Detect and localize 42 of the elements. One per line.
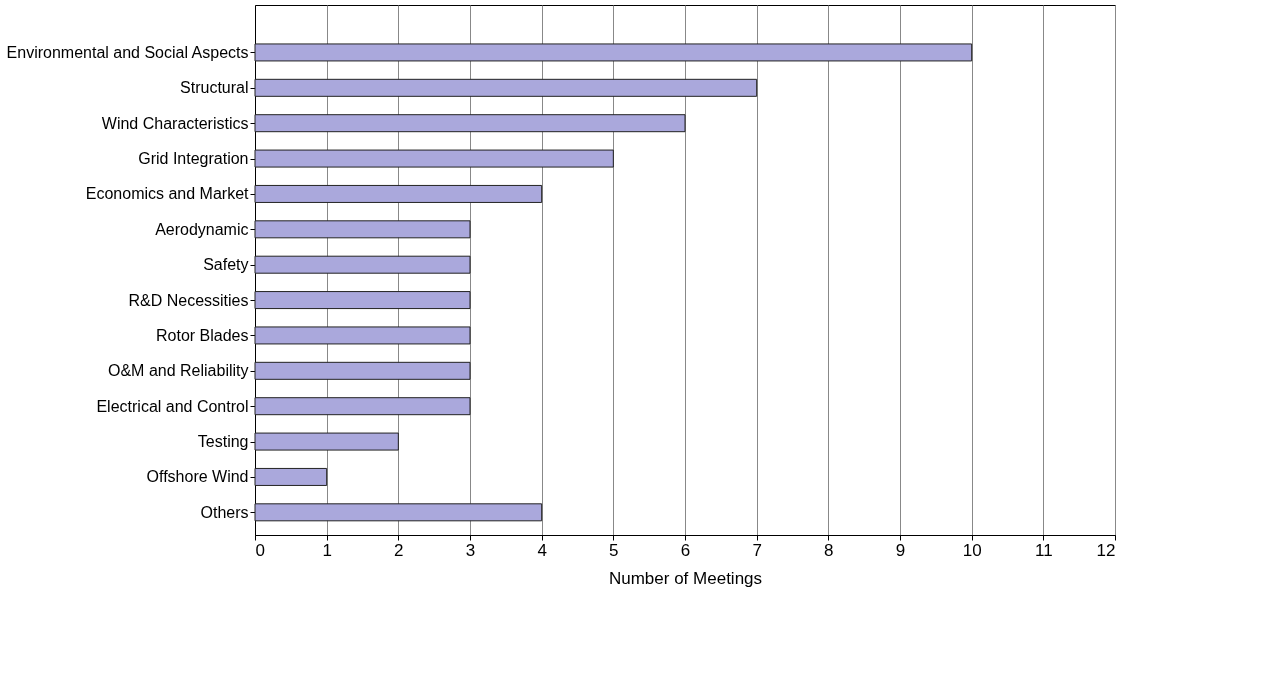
y-tick-label: Environmental and Social Aspects	[6, 43, 249, 61]
y-tick-label: O&M and Reliability	[108, 362, 249, 380]
y-tick-label: Testing	[197, 433, 249, 451]
y-tick-label: Wind Characteristics	[101, 114, 249, 132]
y-tick-label: Rotor Blades	[156, 326, 249, 344]
bar	[254, 43, 973, 62]
x-tick-label: 10	[962, 540, 982, 560]
x-axis-title: Number of Meetings	[608, 568, 763, 588]
y-tick-label: Economics and Market	[85, 185, 250, 203]
y-tick-label: Offshore Wind	[146, 468, 249, 486]
y-tick-label: Others	[200, 503, 249, 521]
bar	[254, 184, 543, 203]
bar	[254, 78, 758, 97]
bar	[254, 114, 686, 133]
y-tick-label: Structural	[180, 79, 249, 97]
bar	[254, 255, 471, 274]
x-tick-label: 0	[255, 540, 265, 560]
bar	[254, 397, 471, 416]
y-tick-label: Safety	[203, 256, 249, 274]
x-tick-label: 6	[680, 540, 691, 560]
x-tick-label: 3	[465, 540, 476, 560]
bar	[254, 467, 328, 486]
y-tick-label: Electrical and Control	[96, 397, 249, 415]
bar	[254, 326, 471, 345]
x-tick-label: 9	[895, 540, 906, 560]
y-tick-label: Aerodynamic	[155, 220, 249, 238]
x-tick-label: 12	[1096, 540, 1116, 560]
y-tick-label: Grid Integration	[138, 150, 249, 168]
bar	[254, 291, 471, 310]
x-tick-label: 2	[394, 540, 404, 560]
x-tick-label: 7	[752, 540, 762, 560]
x-tick-label: 11	[1035, 540, 1053, 560]
y-tick-label: R&D Necessities	[128, 291, 249, 309]
x-tick-label: 8	[824, 540, 834, 560]
bar	[254, 220, 471, 239]
x-tick-label: 5	[609, 540, 619, 560]
bar	[254, 432, 399, 451]
x-tick-label: 1	[322, 540, 332, 560]
bar	[254, 503, 543, 522]
bar	[254, 361, 471, 380]
bar	[254, 149, 614, 168]
x-tick-label: 4	[537, 540, 547, 560]
